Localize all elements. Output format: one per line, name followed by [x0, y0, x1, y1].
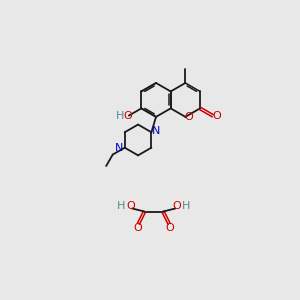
Text: H: H: [116, 111, 124, 121]
Text: O: O: [124, 111, 133, 121]
Text: N: N: [152, 126, 160, 136]
Text: O: O: [172, 201, 181, 211]
Text: O: O: [185, 112, 194, 122]
Text: H: H: [117, 201, 126, 211]
Text: N: N: [115, 143, 124, 153]
Text: H: H: [182, 201, 190, 211]
Text: O: O: [126, 201, 135, 211]
Text: O: O: [212, 111, 221, 121]
Text: O: O: [133, 223, 142, 233]
Text: O: O: [166, 223, 174, 233]
